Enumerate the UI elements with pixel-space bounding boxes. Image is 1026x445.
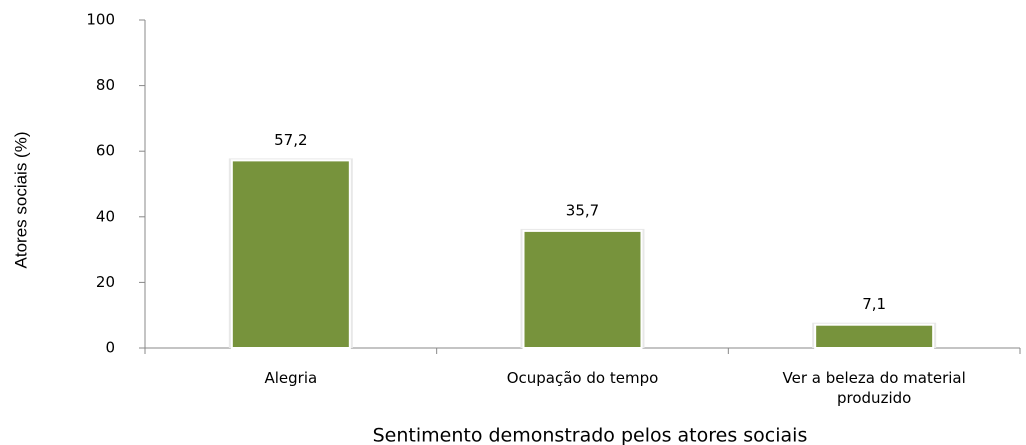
value-label: 7,1	[862, 295, 886, 313]
y-tick-label: 100	[86, 11, 115, 29]
y-tick-label: 80	[96, 76, 115, 94]
bar	[522, 229, 643, 350]
x-tick-label: Ocupação do tempo	[506, 369, 659, 387]
bar	[230, 159, 351, 349]
y-tick-label: 0	[105, 339, 115, 357]
value-label: 57,2	[274, 131, 307, 149]
bar	[814, 323, 935, 350]
y-tick-label: 20	[96, 273, 115, 291]
x-axis-label: Sentimento demonstrado pelos atores soci…	[373, 425, 808, 445]
y-tick-label: 40	[96, 207, 115, 225]
y-axis-label: Atores sociais (%)	[11, 132, 30, 269]
x-tick-label: Alegria	[264, 369, 318, 387]
y-tick-label: 60	[96, 142, 115, 160]
value-label: 35,7	[566, 201, 599, 219]
x-tick-label: Ver a beleza do material produzido	[782, 369, 966, 407]
